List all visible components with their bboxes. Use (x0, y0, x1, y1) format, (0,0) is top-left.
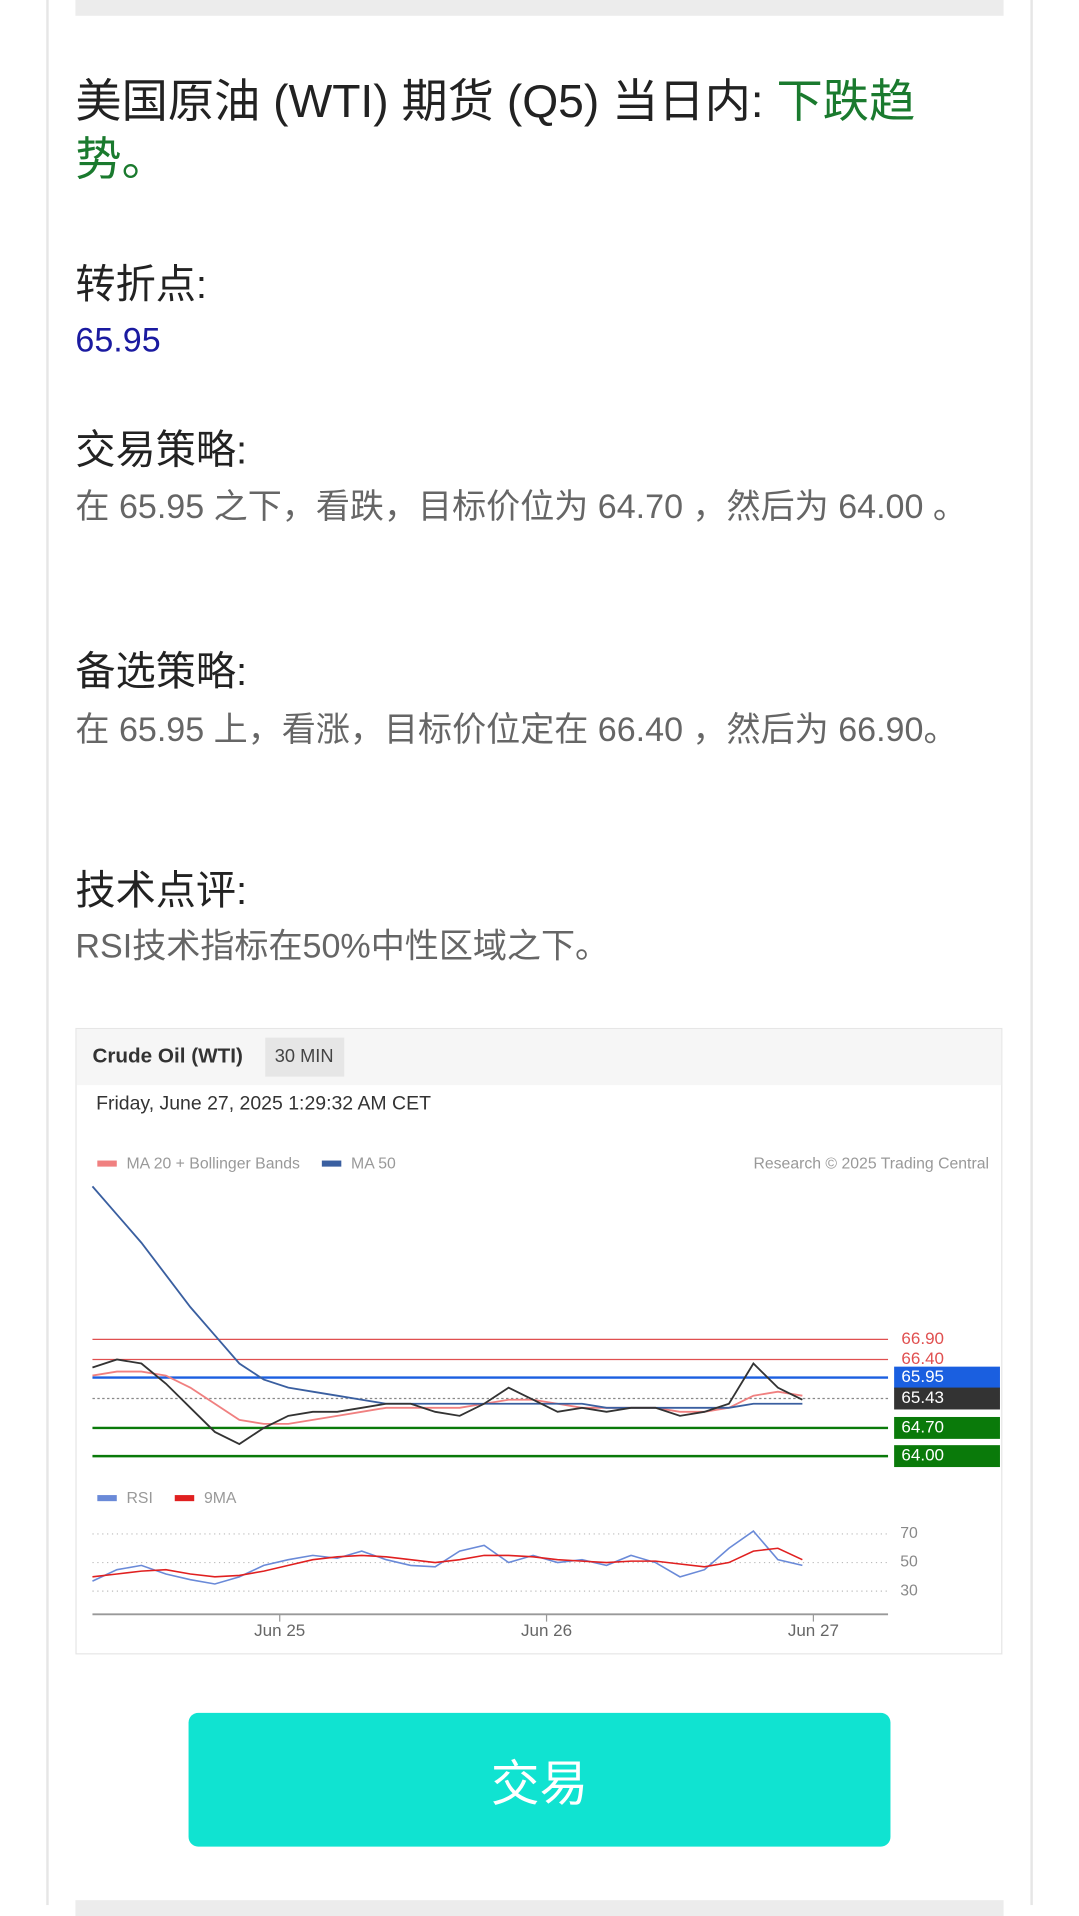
y-tick-label: 30 (900, 1582, 918, 1599)
level-label: 64.70 (901, 1417, 944, 1436)
x-tick-label: Jun 27 (788, 1621, 839, 1640)
legend-swatch (174, 1495, 195, 1502)
price-line (92, 1358, 803, 1446)
label: 转折点: (75, 261, 208, 307)
timeframe: 30 MIN (275, 1045, 334, 1066)
label: 交易策略: (75, 426, 248, 473)
label: 技术点评: (75, 867, 248, 913)
trend: 下跌趋势。 (75, 76, 916, 187)
chart-subtitle: Friday, June 27, 2025 1:29:32 AM CET (96, 1093, 431, 1115)
paragraph: 在 65.95 之下，看跌，目标价位为 64.70 ，然后为 64.00 。 (75, 487, 967, 526)
chart-title: Crude Oil (WTI) (92, 1045, 242, 1068)
legend-swatch (97, 1160, 117, 1167)
legend-label: MA 20 + Bollinger Bands (127, 1155, 301, 1172)
level-label: 66.40 (901, 1349, 944, 1368)
paragraph: RSI技术指标在50%中性区域之下。 (75, 926, 610, 965)
label: 备选策略: (75, 648, 248, 694)
chart-header (76, 1029, 1002, 1086)
series-line (92, 1547, 803, 1578)
level-label: 64.00 (901, 1446, 944, 1465)
heading: 美国原油 (WTI) 期货 (Q5) 当日内: 下跌趋势。 (75, 73, 1003, 190)
paragraph: 在 65.95 上，看涨，目标价位定在 66.40 ，然后为 66.90。 (75, 710, 958, 749)
series-line (91, 1185, 803, 1409)
level-label: 66.90 (901, 1329, 944, 1348)
pivot-value: 65.95 (75, 321, 161, 359)
level-box (894, 1366, 1000, 1389)
border (1030, 0, 1033, 1906)
plot-background (92, 1277, 889, 1472)
level-box (894, 1445, 1000, 1468)
y-tick-label: 70 (900, 1525, 918, 1542)
x-tick-label: Jun 25 (254, 1621, 305, 1640)
trade-button[interactable]: 交易 (188, 1712, 891, 1847)
chart-frame (75, 1027, 1003, 1655)
border (46, 0, 49, 1906)
heading-text: 美国原油 (WTI) 期货 (Q5) 当日内: (75, 76, 777, 128)
level-label: 65.43 (901, 1388, 944, 1407)
credit: Research © 2025 Trading Central (753, 1155, 989, 1172)
y-tick-label: 50 (900, 1554, 918, 1571)
legend-swatch (97, 1495, 117, 1502)
legend-label: RSI (127, 1490, 153, 1507)
separator (75, 0, 1004, 16)
level-label: 65.95 (901, 1367, 944, 1386)
series-line (92, 1530, 803, 1585)
legend-swatch (321, 1160, 342, 1167)
level-box (894, 1416, 1000, 1439)
legend-label: 9MA (204, 1490, 237, 1507)
series-line (92, 1370, 803, 1425)
legend-label: MA 50 (351, 1155, 396, 1172)
x-tick-label: Jun 26 (521, 1621, 572, 1640)
badge (265, 1037, 345, 1077)
separator (75, 1900, 1004, 1916)
level-box (894, 1387, 1000, 1410)
